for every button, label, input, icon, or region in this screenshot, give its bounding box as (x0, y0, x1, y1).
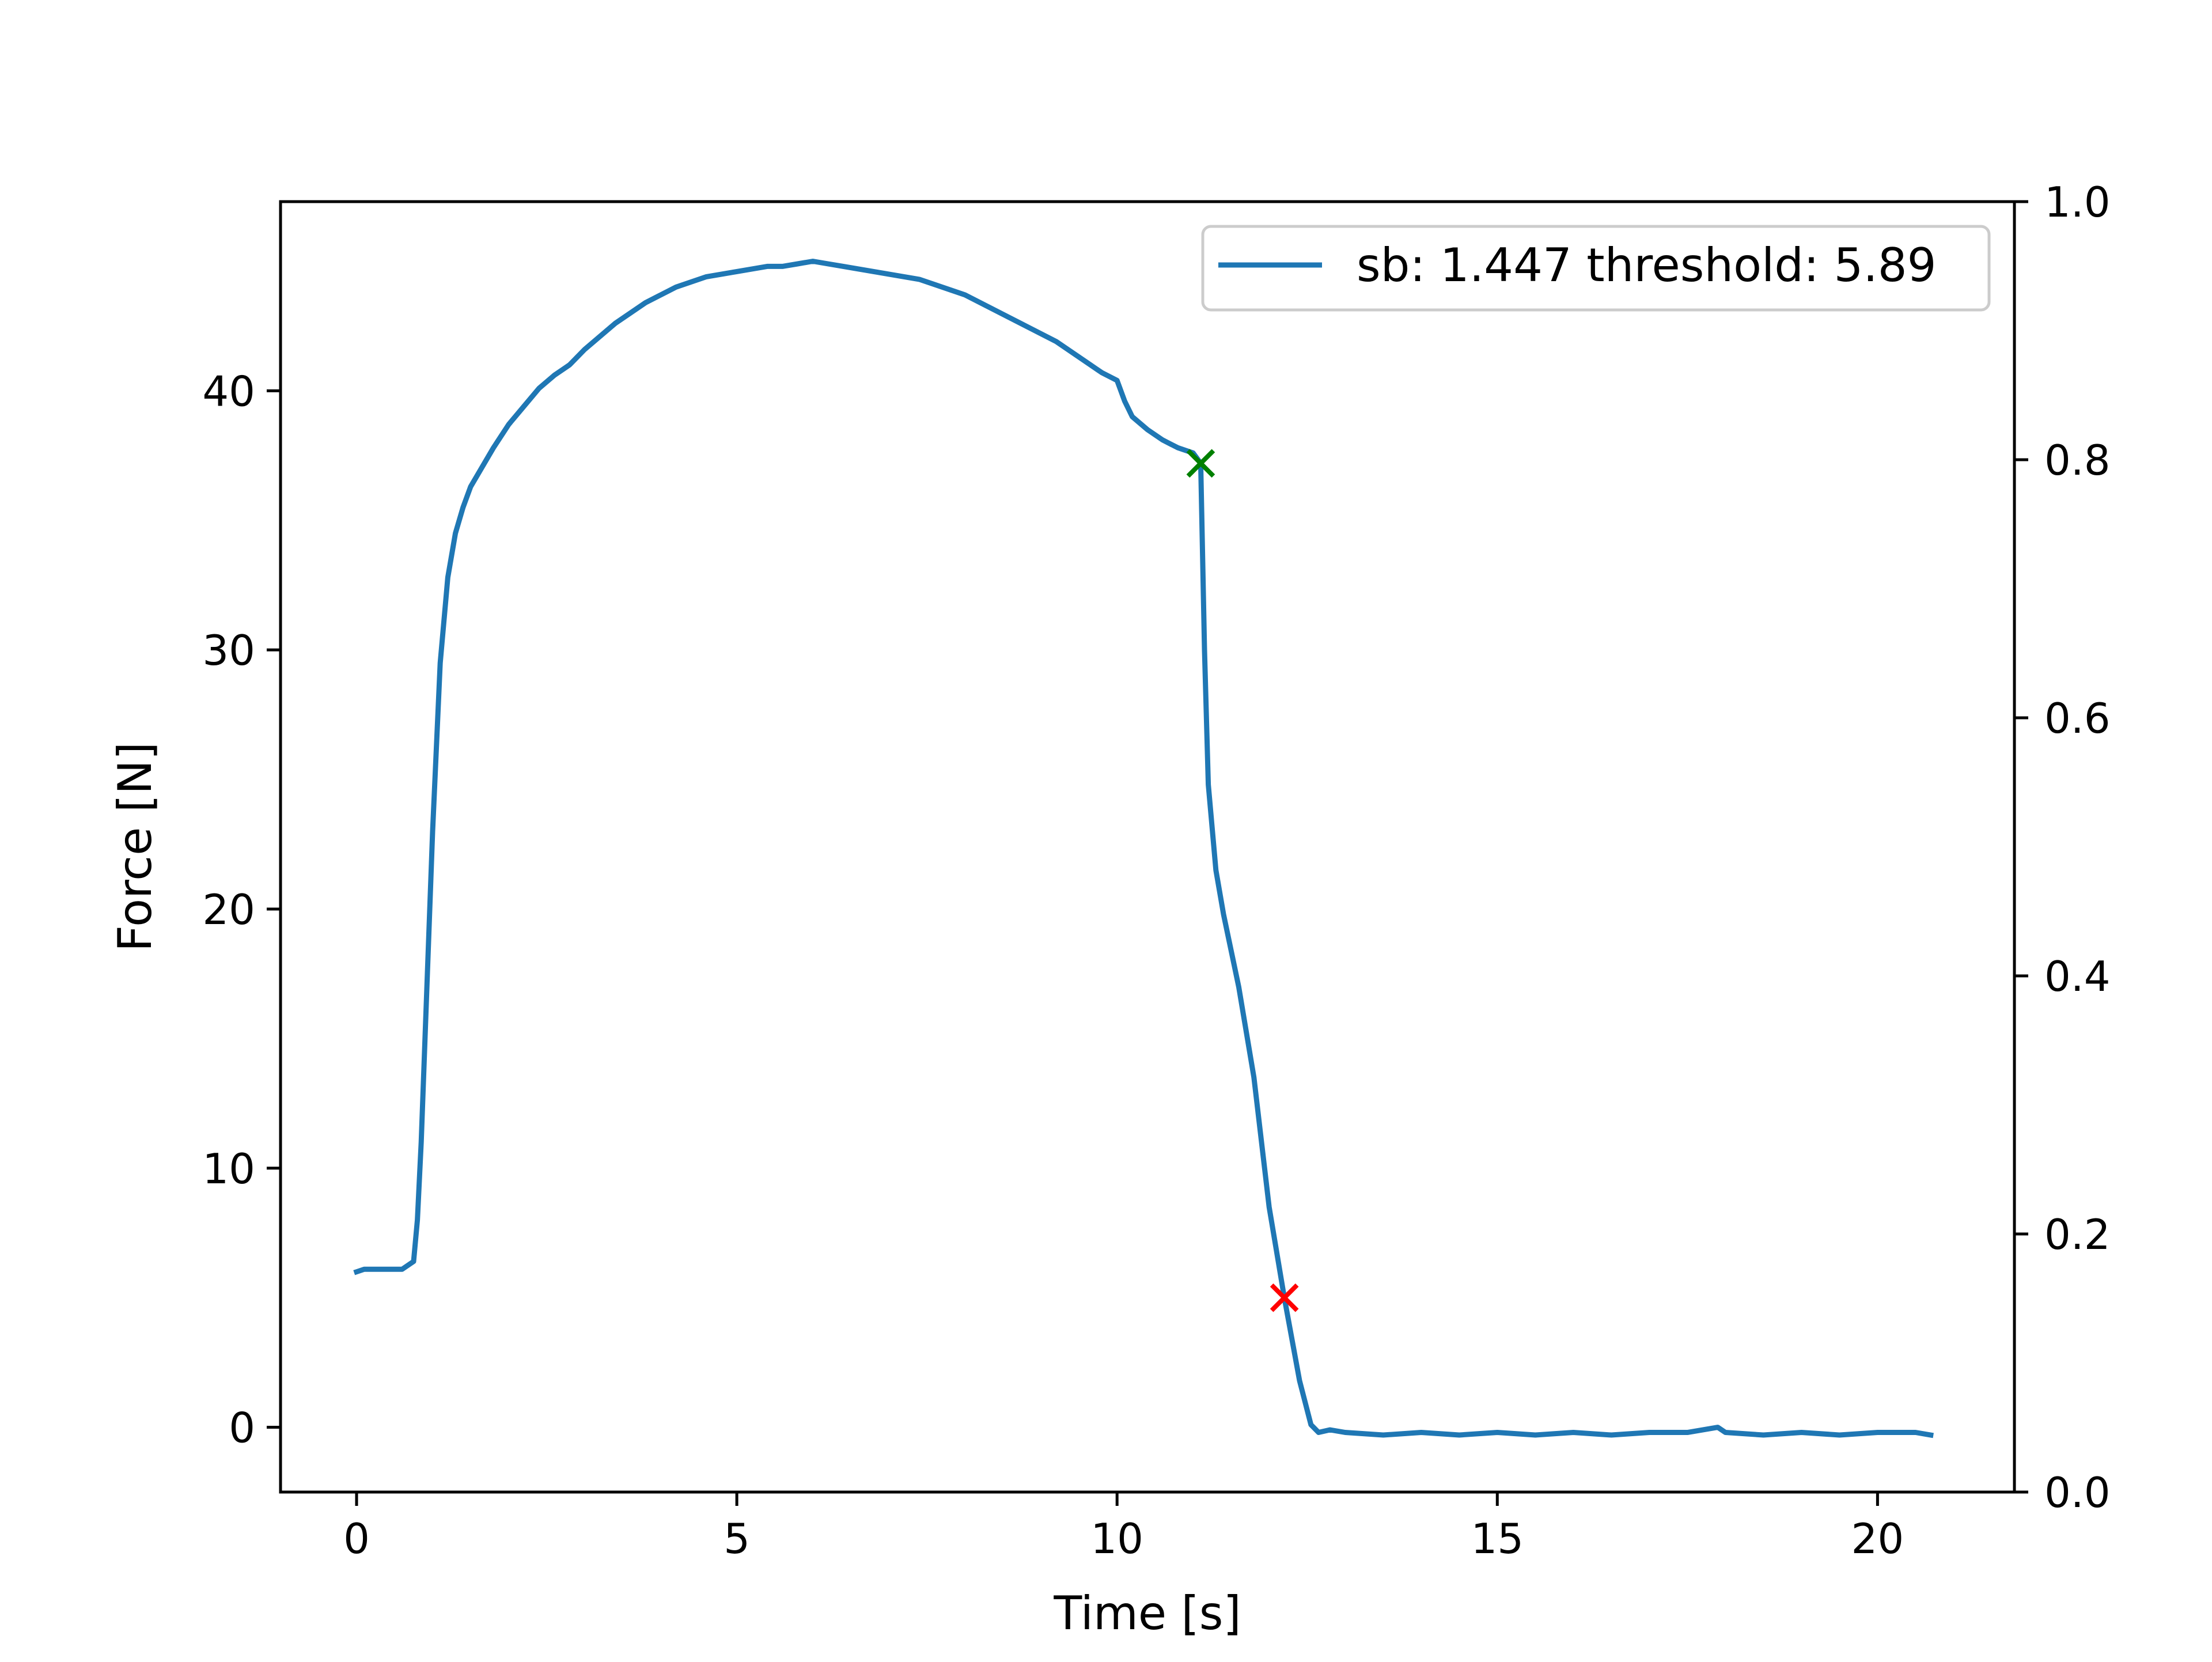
y2-tick-label: 0.0 (2044, 1468, 2111, 1517)
ticks-layer: 0 5 10 15 20 0 10 20 30 40 0.0 0.2 0.4 0.6 0.8 1.0 (202, 178, 2110, 1563)
x-tick-label: 20 (1851, 1515, 1904, 1563)
y-tick-label: 0 (229, 1404, 255, 1452)
y2-tick-label: 0.4 (2044, 952, 2111, 1001)
legend-label: sb: 1.447 threshold: 5.89 (1357, 238, 1937, 292)
red-x-stroke (1270, 1283, 1299, 1312)
x-axis-label: Time [s] (1053, 1587, 1241, 1640)
x-tick-label: 0 (343, 1515, 370, 1563)
legend: sb: 1.447 threshold: 5.89 (1201, 225, 1991, 312)
green-x-marker (1186, 449, 1215, 478)
series-line (353, 259, 1934, 1438)
y-tick-label: 40 (202, 367, 255, 415)
y2-tick-label: 0.6 (2044, 694, 2111, 743)
y2-tick-label: 0.2 (2044, 1210, 2111, 1259)
x-tick-label: 5 (724, 1515, 750, 1563)
marker-layer (1186, 449, 1299, 1312)
plot-frame (279, 200, 2016, 1494)
x-tick-label: 15 (1471, 1515, 1524, 1563)
series-layer (353, 259, 1934, 1438)
red-x-marker (1270, 1283, 1299, 1312)
y-axis-label: Force [N] (108, 742, 162, 952)
x-tick-label: 10 (1090, 1515, 1143, 1563)
y2-tick-label: 1.0 (2044, 178, 2111, 226)
green-x-stroke (1186, 449, 1215, 478)
y-tick-label: 10 (202, 1145, 255, 1193)
y-tick-label: 20 (202, 885, 255, 934)
legend-box (1201, 225, 1991, 312)
y-tick-label: 30 (202, 626, 255, 675)
y2-tick-label: 0.8 (2044, 436, 2111, 484)
